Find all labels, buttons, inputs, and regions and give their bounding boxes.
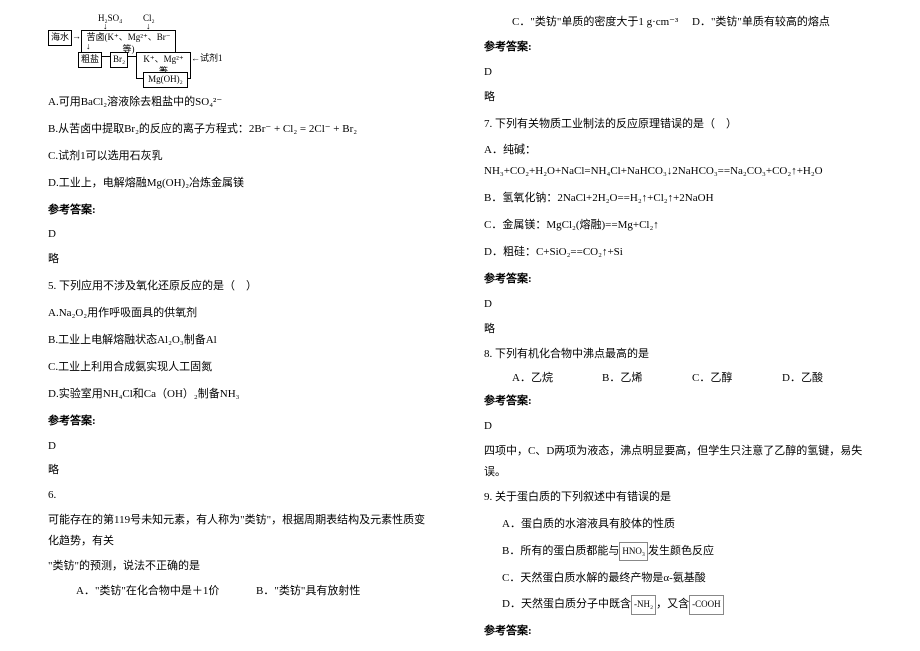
q9-option-b: B．所有的蛋白质都能与HNO₃发生颜色反应 [484,541,872,562]
q5-option-b: B.工业上电解熔融状态Al₂O₃制备Al [48,330,436,351]
seawater-box: 海水 [48,30,72,46]
q9-d-mid: ，又含 [656,598,689,610]
q7-answer: D [484,294,872,315]
q9-b-pre: B．所有的蛋白质都能与 [502,545,619,557]
q5-option-a: A.Na₂O₂用作呼吸面具的供氧剂 [48,303,436,324]
br2-box: Br₂ [110,52,128,68]
q6-option-a: A．"类钫"在化合物中是＋1价 [76,581,256,602]
arrow-down: ↓ [103,22,108,31]
q9-option-c: C．天然蛋白质水解的最终产物是α-氨基酸 [484,568,872,589]
q9-b-post: 发生颜色反应 [648,545,714,557]
q8-option-c: C．乙醇 [692,368,782,389]
q8-option-a: A．乙烷 [512,368,602,389]
q9-option-d: D．天然蛋白质分子中既含-NH₂，又含-COOH [484,594,872,615]
q5-option-c: C.工业上利用合成氨实现人工固氮 [48,357,436,378]
q9-stem: 9. 关于蛋白质的下列叙述中有错误的是 [484,487,872,508]
q5-stem: 5. 下列应用不涉及氧化还原反应的是（ ） [48,276,436,297]
mgoh2-box: Mg(OH)₂ [143,72,188,88]
q5-brief: 略 [48,460,436,481]
q4-answer: D [48,224,436,245]
q6-brief: 略 [484,87,872,108]
nh2-box: -NH₂ [631,595,656,614]
q9-option-a: A．蛋白质的水溶液具有胶体的性质 [484,514,872,535]
arrow: → [72,32,81,41]
q8-explanation: 四项中，C、D两项为液态，沸点明显要高，但学生只注意了乙醇的氢键，易失误。 [484,441,872,483]
q7-option-d: D．粗硅：C+SiO₂==CO₂↑+Si [484,242,872,263]
q7-option-a: A．纯碱：NH₃+CO₂+H₂O+NaCl=NH₄Cl+NaHCO₃↓2NaHC… [484,140,872,182]
q8-option-b: B．乙烯 [602,368,692,389]
q4-brief: 略 [48,249,436,270]
answer-label: 参考答案: [484,269,872,290]
cooh-box: -COOH [689,595,724,614]
q6-option-c: C．"类钫"单质的密度大于1 g·cm⁻³ [512,12,692,33]
q4-option-b: B.从苦卤中提取Br₂的反应的离子方程式：2Br⁻ + Cl₂ = 2Cl⁻ +… [48,119,436,140]
arrow-down: ↓ [86,42,91,51]
q4-option-d: D.工业上，电解熔融Mg(OH)₂冶炼金属镁 [48,173,436,194]
q7-option-c: C．金属镁：MgCl₂(熔融)==Mg+Cl₂↑ [484,215,872,236]
q8-option-d: D．乙酸 [782,368,872,389]
q8-answer: D [484,416,872,437]
q4-option-a: A.可用BaCl₂溶液除去粗盐中的SO₄²⁻ [48,92,436,113]
crude-salt-box: 粗盐 [78,52,102,68]
q7-option-b: B．氢氧化钠：2NaCl+2H₂O==H₂↑+Cl₂↑+2NaOH [484,188,872,209]
q6-number: 6. [48,485,436,506]
h2so4-label: H₂SO₄ [98,14,122,23]
q6-stem-line2: "类钫"的预测，说法不正确的是 [48,556,436,577]
reagent1-label: 试剂1 [200,54,223,63]
q5-answer: D [48,436,436,457]
hno3-box: HNO₃ [619,542,648,561]
answer-label: 参考答案: [484,37,872,58]
q8-stem: 8. 下列有机化合物中沸点最高的是 [484,344,872,365]
q6-answer: D [484,62,872,83]
arrow-left: ← [191,54,200,63]
q6-stem-line1: 可能存在的第119号未知元素，有人称为"类钫"，根据周期表结构及元素性质变化趋势… [48,510,436,552]
q7-stem: 7. 下列有关物质工业制法的反应原理错误的是（ ） [484,114,872,135]
q4-option-c: C.试剂1可以选用石灰乳 [48,146,436,167]
answer-label: 参考答案: [48,200,436,221]
answer-label: 参考答案: [484,391,872,412]
q5-option-d: D.实验室用NH₄Cl和Ca（OH）₂制备NH₃ [48,384,436,405]
process-diagram: 海水 → 苦卤(K⁺、Mg²⁺、Br⁻等) H₂SO₄ ↓ Cl₂ ↓ ↓ 粗盐… [48,14,223,84]
arrow-down: ↓ [146,22,151,31]
q6-option-b: B．"类钫"具有放射性 [256,581,436,602]
q6-option-d: D．"类钫"单质有较高的熔点 [692,12,872,33]
q9-d-pre: D．天然蛋白质分子中既含 [502,598,631,610]
q7-brief: 略 [484,319,872,340]
answer-label: 参考答案: [48,411,436,432]
answer-label: 参考答案: [484,621,872,642]
